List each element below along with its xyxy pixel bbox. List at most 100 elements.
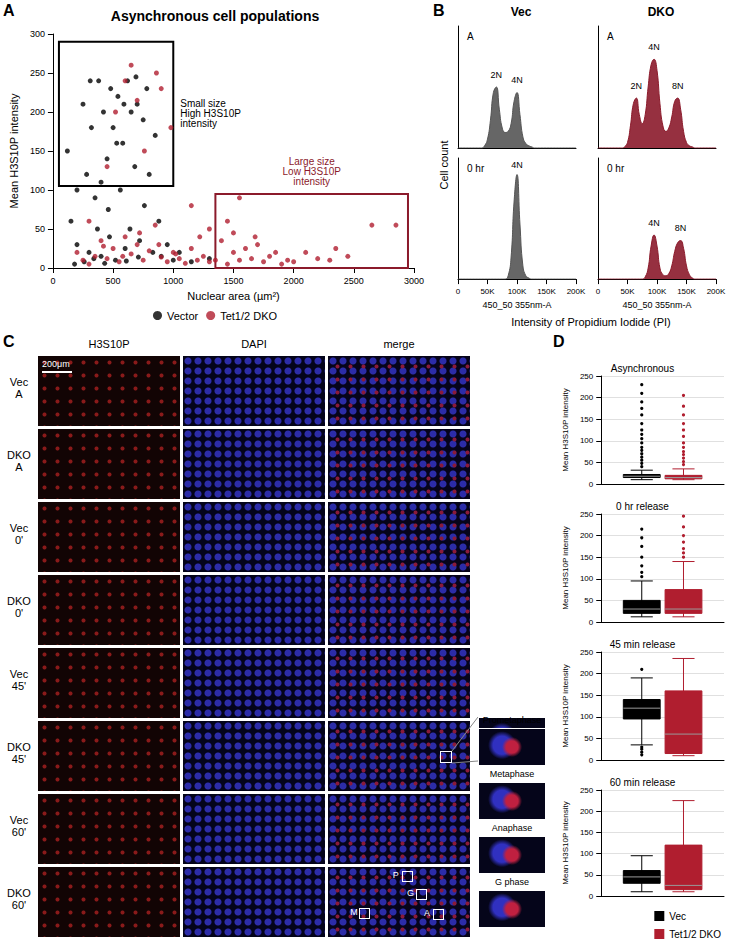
html-text:Vec 0': Vec 0' (9, 522, 29, 546)
svg-text:4N: 4N (511, 75, 523, 85)
svg-text:0: 0 (40, 263, 45, 273)
svg-text:Asynchronous cell populations: Asynchronous cell populations (111, 8, 320, 24)
svg-text:0 hr: 0 hr (607, 163, 625, 174)
html-text:DKO 45': DKO 45' (7, 741, 31, 765)
svg-text:100: 100 (580, 436, 594, 445)
html-text:Vec 60': Vec 60' (9, 814, 29, 838)
svg-text:150: 150 (580, 691, 594, 700)
svg-text:Large size: Large size (288, 156, 335, 168)
svg-text:Tet1/2 DKO: Tet1/2 DKO (669, 929, 721, 940)
svg-text:100: 100 (580, 849, 594, 858)
svg-text:500: 500 (106, 276, 121, 286)
svg-text:200: 200 (580, 807, 594, 816)
svg-text:Nuclear area (µm²): Nuclear area (µm²) (187, 290, 280, 302)
svg-text:0: 0 (589, 618, 594, 627)
svg-text:intensity: intensity (180, 118, 217, 129)
svg-text:0: 0 (596, 287, 601, 296)
svg-text:45 min release: 45 min release (610, 639, 676, 650)
svg-text:150: 150 (580, 415, 594, 424)
svg-text:0: 0 (456, 287, 461, 296)
svg-text:Low H3S10P: Low H3S10P (282, 166, 341, 178)
svg-text:Asynchronous: Asynchronous (611, 363, 674, 374)
svg-text:A: A (467, 31, 474, 42)
svg-text:4N: 4N (648, 42, 660, 52)
svg-text:Vector: Vector (167, 310, 199, 322)
svg-text:A: A (607, 31, 614, 42)
svg-text:0: 0 (589, 480, 594, 489)
svg-text:Mean H3S10P intensity: Mean H3S10P intensity (561, 526, 570, 609)
html-text:DKO A: DKO A (7, 449, 31, 473)
html-text:DKO 0': DKO 0' (7, 595, 31, 619)
svg-text:Mean H3S10P intensity: Mean H3S10P intensity (561, 664, 570, 747)
svg-text:2N: 2N (491, 70, 503, 80)
svg-text:Mean H3S10P intensity: Mean H3S10P intensity (561, 388, 570, 471)
svg-text:200: 200 (30, 107, 45, 117)
svg-text:8N: 8N (672, 81, 684, 91)
svg-text:8N: 8N (675, 223, 687, 233)
html-text:H3S10P: H3S10P (88, 338, 130, 350)
svg-text:Tet1/2 DKO: Tet1/2 DKO (220, 310, 277, 322)
html-text:B: B (433, 2, 445, 19)
svg-text:High H3S10P: High H3S10P (180, 108, 241, 120)
svg-text:1000: 1000 (163, 276, 183, 286)
svg-text:50K: 50K (480, 287, 495, 296)
svg-text:3000: 3000 (404, 276, 424, 286)
svg-text:50: 50 (35, 224, 45, 234)
svg-text:Vec: Vec (669, 911, 686, 922)
svg-text:100: 100 (30, 185, 45, 195)
svg-text:4N: 4N (511, 160, 523, 170)
svg-text:450_50 355nm-A: 450_50 355nm-A (622, 300, 691, 310)
svg-text:300: 300 (30, 29, 45, 39)
svg-text:100K: 100K (508, 287, 527, 296)
html-text:Vec: Vec (510, 5, 532, 19)
svg-text:100: 100 (580, 574, 594, 583)
svg-text:50K: 50K (620, 287, 635, 296)
html-text:A: A (3, 2, 15, 19)
svg-text:Mean H3S10P intensity: Mean H3S10P intensity (8, 93, 20, 208)
svg-text:150: 150 (580, 828, 594, 837)
svg-text:200: 200 (580, 393, 594, 402)
html-text:Vec A: Vec A (9, 376, 29, 400)
svg-text:250: 250 (30, 68, 45, 78)
svg-text:1500: 1500 (223, 276, 243, 286)
svg-text:50: 50 (584, 870, 593, 879)
svg-text:0: 0 (50, 276, 55, 286)
html-text:DKO 60': DKO 60' (7, 887, 31, 911)
svg-text:50: 50 (584, 458, 593, 467)
svg-text:2N: 2N (631, 81, 643, 91)
svg-text:0: 0 (589, 756, 594, 765)
html-text:Vec 45': Vec 45' (9, 668, 29, 692)
svg-text:60 min release: 60 min release (610, 777, 676, 788)
svg-text:150: 150 (580, 553, 594, 562)
svg-text:4N: 4N (648, 218, 660, 228)
svg-text:450_50 355nm-A: 450_50 355nm-A (482, 300, 551, 310)
svg-text:100: 100 (580, 712, 594, 721)
html-text:DKO: DKO (647, 5, 675, 19)
svg-text:250: 250 (580, 510, 594, 519)
svg-text:200K: 200K (707, 287, 726, 296)
svg-text:0 hr: 0 hr (467, 163, 485, 174)
html-text:D: D (553, 333, 565, 350)
svg-text:200: 200 (580, 669, 594, 678)
svg-text:Mean H3S10P intensity: Mean H3S10P intensity (561, 801, 570, 884)
svg-text:2000: 2000 (284, 276, 304, 286)
svg-text:intensity: intensity (293, 176, 330, 187)
svg-text:0 hr release: 0 hr release (616, 501, 669, 512)
svg-text:Small size: Small size (180, 98, 226, 110)
html-text:Cell count: Cell count (438, 140, 450, 190)
svg-text:100K: 100K (648, 287, 667, 296)
svg-text:200K: 200K (567, 287, 586, 296)
svg-text:2500: 2500 (344, 276, 364, 286)
html-text:Intensity of Propidium Iodide: Intensity of Propidium Iodide (PI) (511, 316, 671, 328)
svg-text:200: 200 (580, 531, 594, 540)
svg-text:250: 250 (580, 648, 594, 657)
svg-text:0: 0 (589, 892, 594, 901)
svg-text:150K: 150K (677, 287, 696, 296)
svg-text:50: 50 (584, 734, 593, 743)
svg-text:250: 250 (580, 786, 594, 795)
html-text:C: C (3, 333, 15, 350)
svg-text:250: 250 (580, 372, 594, 381)
svg-text:150: 150 (30, 146, 45, 156)
svg-text:50: 50 (584, 596, 593, 605)
svg-text:150K: 150K (537, 287, 556, 296)
